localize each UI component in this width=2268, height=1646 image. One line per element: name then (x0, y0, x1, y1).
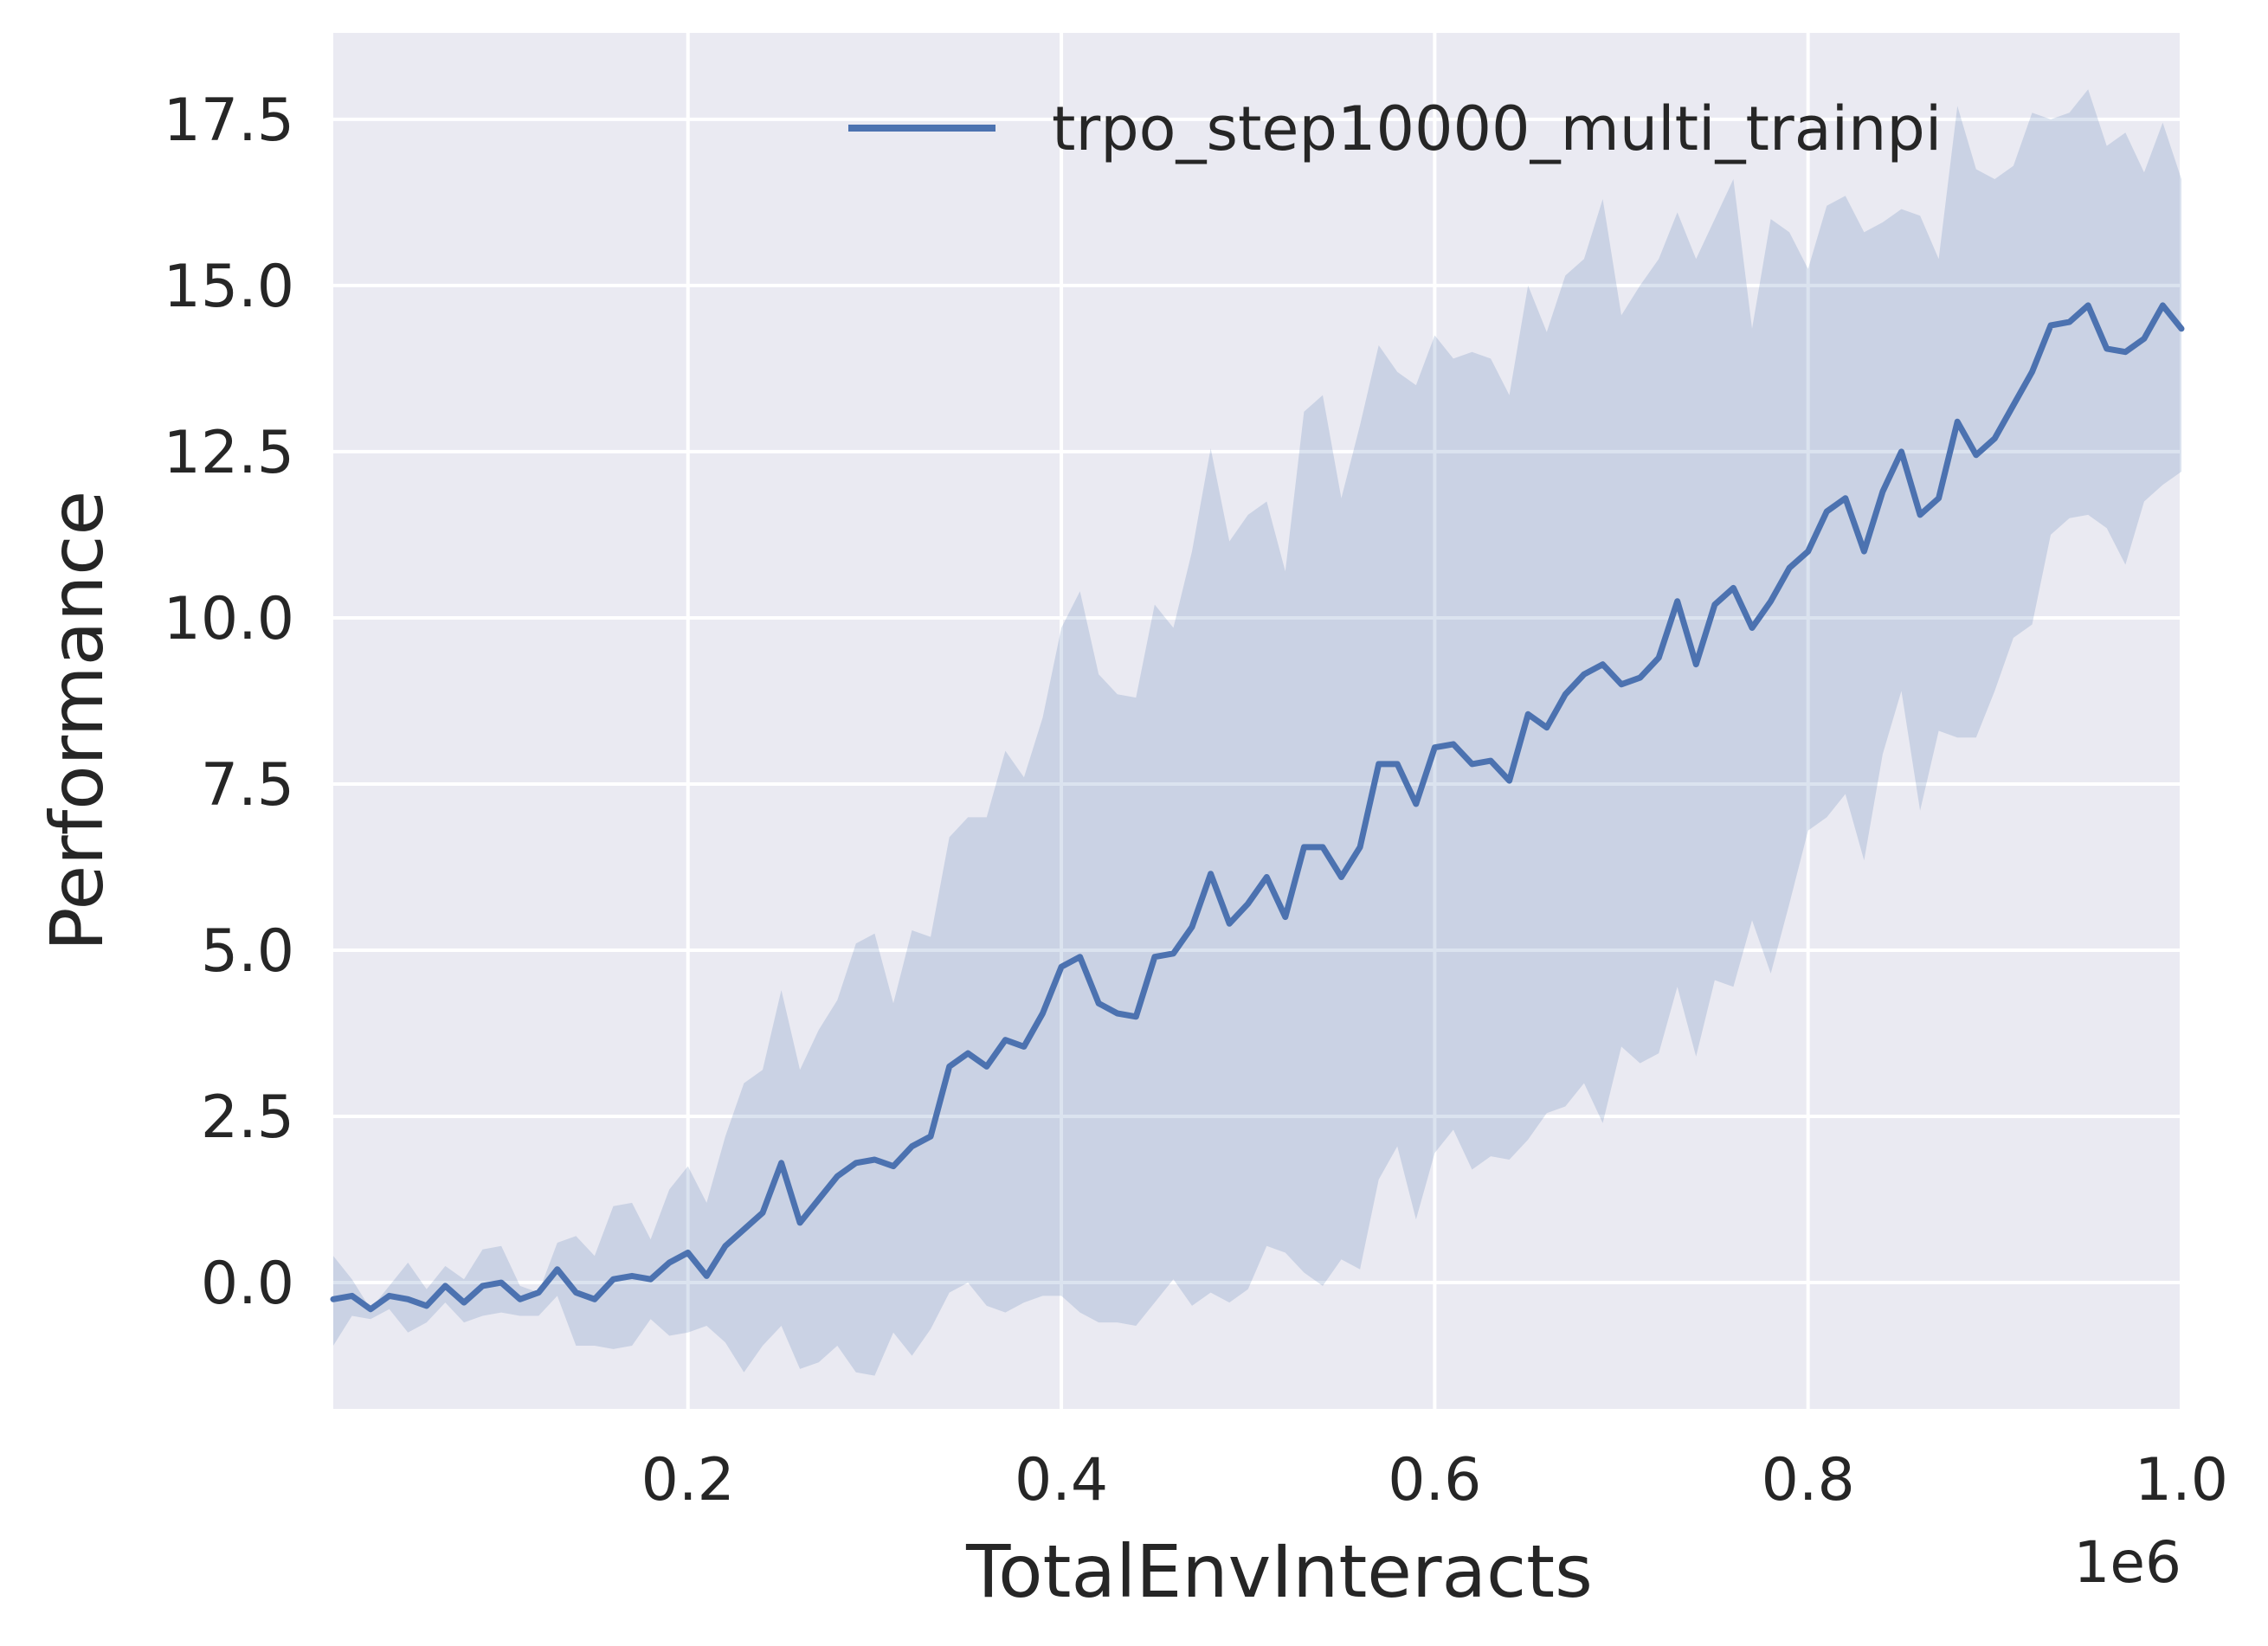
confidence-band (333, 89, 2181, 1376)
plot-background (333, 33, 2181, 1409)
y-tick-label: 7.5 (201, 751, 294, 820)
x-tick-label: 0.2 (641, 1446, 735, 1514)
x-tick-label: 1.0 (2135, 1446, 2228, 1514)
x-tick-label: 0.4 (1015, 1446, 1108, 1514)
x-axis-offset-label: 1e6 (2073, 1529, 2181, 1596)
legend: trpo_step10000_multi_trainpi (848, 93, 1942, 164)
x-tick-labels: 0.2 0.4 0.6 0.8 1.0 (641, 1446, 2228, 1514)
x-tick-label: 0.8 (1762, 1446, 1855, 1514)
x-axis-label: TotalEnvInteracts (965, 1529, 1593, 1614)
y-tick-label: 12.5 (164, 419, 294, 487)
x-tick-label: 0.6 (1388, 1446, 1481, 1514)
y-axis-label: Performance (35, 491, 119, 951)
y-tick-labels: 0.0 2.5 5.0 7.5 10.0 12.5 15.0 17.5 (164, 87, 294, 1318)
y-tick-label: 5.0 (201, 917, 294, 986)
mean-line (330, 302, 2185, 1313)
confidence-band-group (333, 89, 2181, 1376)
grid-lines (333, 33, 2183, 1409)
mean-line-group (330, 302, 2185, 1313)
y-tick-label: 0.0 (201, 1250, 294, 1318)
y-tick-label: 17.5 (164, 87, 294, 155)
y-tick-label: 15.0 (164, 253, 294, 321)
y-tick-label: 2.5 (201, 1083, 294, 1152)
y-tick-label: 10.0 (164, 585, 294, 653)
legend-label: trpo_step10000_multi_trainpi (1052, 93, 1942, 164)
